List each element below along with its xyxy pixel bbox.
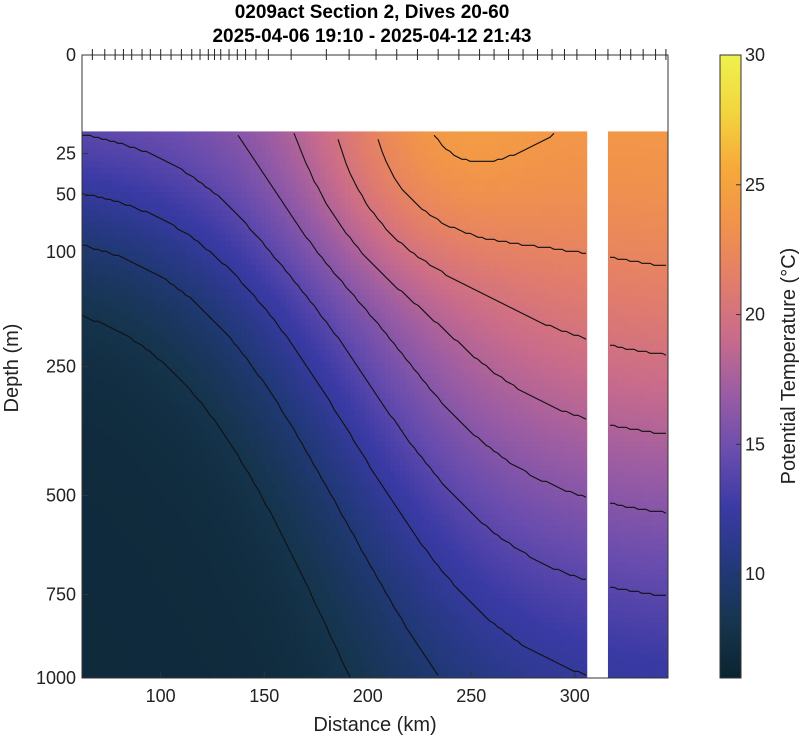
contour-14 (82, 134, 666, 596)
y-tick-label: 100 (46, 242, 76, 262)
contour-16 (237, 134, 667, 514)
y-tick-label: 1000 (36, 668, 76, 688)
plot-area (82, 55, 668, 678)
y-tick-label: 50 (56, 184, 76, 204)
contour-10 (82, 244, 439, 676)
data-gap (587, 55, 608, 678)
colorbar-gradient (719, 54, 742, 679)
contour-lines (82, 132, 667, 678)
chart-subtitle: 2025-04-06 19:10 - 2025-04-12 21:43 (212, 26, 531, 47)
colorbar-tick-label: 15 (745, 434, 765, 454)
temperature-field (82, 131, 668, 678)
x-axis-label: Distance (km) (313, 714, 436, 736)
colorbar-tick-label: 25 (745, 175, 765, 195)
colorbar-tick-label: 20 (745, 305, 765, 325)
y-tick-label: 25 (56, 144, 76, 164)
contour-18 (293, 133, 666, 434)
contour-8 (82, 314, 351, 678)
y-axis-label: Depth (m) (1, 324, 23, 413)
contour-22 (377, 139, 666, 266)
axes: 100 150 200 250 300 0 25 50 100 250 500 750 1000 (36, 45, 669, 706)
x-tick-label: 250 (456, 686, 486, 706)
y-tick-label: 750 (46, 585, 76, 605)
contour-20 (337, 139, 667, 356)
chart-title: 0209act Section 2, Dives 20-60 (235, 2, 510, 23)
colorbar: 10 15 20 25 30 (719, 45, 765, 679)
y-tick-label: 250 (46, 357, 76, 377)
colorbar-label: Potential Temperature (°C) (778, 248, 800, 485)
contour-12 (82, 192, 587, 676)
colorbar-tick-label: 30 (745, 45, 765, 65)
x-tick-label: 300 (560, 686, 590, 706)
no-data-band (82, 55, 668, 132)
contour-24 (433, 132, 555, 162)
y-tick-label: 0 (66, 45, 76, 65)
x-tick-label: 100 (146, 686, 176, 706)
x-tick-label: 150 (249, 686, 279, 706)
x-tick-label: 200 (353, 686, 383, 706)
colorbar-tick-label: 10 (745, 564, 765, 584)
y-tick-label: 500 (46, 486, 76, 506)
